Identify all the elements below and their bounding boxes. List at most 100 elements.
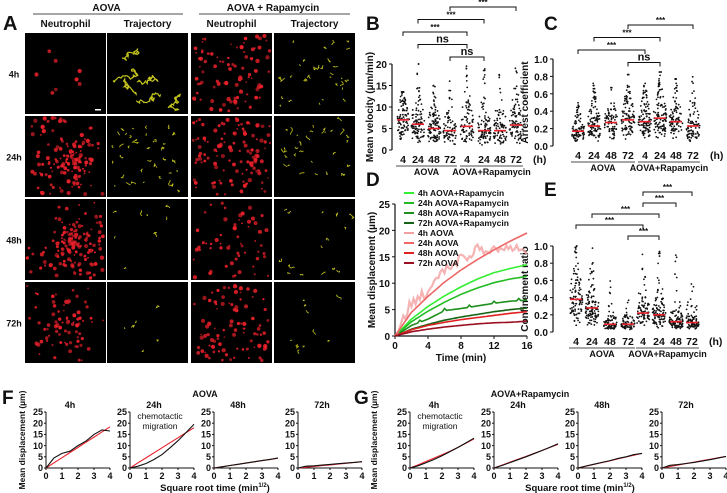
data-point bbox=[483, 132, 486, 134]
neutrophil-dot bbox=[58, 186, 62, 189]
neutrophil-dot bbox=[235, 169, 239, 174]
neutrophil-dot bbox=[44, 336, 49, 340]
neutrophil-dot bbox=[231, 274, 235, 278]
data-point bbox=[510, 109, 512, 112]
data-point bbox=[645, 89, 647, 92]
neutrophil-dot bbox=[247, 177, 252, 183]
data-point bbox=[587, 301, 590, 304]
data-point bbox=[680, 324, 683, 327]
data-point bbox=[645, 103, 648, 105]
data-point bbox=[630, 326, 633, 328]
data-point bbox=[689, 298, 692, 300]
data-point bbox=[465, 74, 468, 77]
y-tick-label: 0 bbox=[381, 146, 387, 157]
data-point bbox=[657, 104, 660, 107]
data-point bbox=[649, 122, 652, 125]
neutrophil-dot bbox=[93, 262, 98, 266]
subplot-title: 72h bbox=[314, 400, 330, 410]
neutrophil-dot bbox=[255, 256, 260, 261]
data-point bbox=[416, 135, 419, 138]
neutrophil-dot bbox=[39, 339, 44, 344]
neutrophil-dot bbox=[239, 242, 242, 245]
neutrophil-dot bbox=[264, 147, 267, 150]
neutrophil-dot bbox=[236, 128, 239, 130]
data-point bbox=[400, 132, 402, 135]
data-point bbox=[577, 136, 580, 138]
neutrophil-dot bbox=[210, 99, 215, 103]
data-point bbox=[572, 267, 575, 270]
data-point bbox=[671, 326, 674, 329]
data-point bbox=[655, 309, 657, 312]
data-point bbox=[401, 117, 403, 120]
trajectory-track bbox=[298, 64, 302, 67]
data-point bbox=[631, 113, 634, 116]
data-point bbox=[482, 136, 485, 139]
neutrophil-dot bbox=[34, 292, 37, 295]
neutrophil-dot bbox=[267, 177, 269, 179]
data-point bbox=[518, 133, 520, 136]
data-point bbox=[663, 317, 666, 320]
neutrophil-dot bbox=[73, 225, 77, 229]
data-point bbox=[451, 106, 453, 108]
data-point bbox=[597, 118, 600, 121]
data-point bbox=[598, 114, 601, 117]
significance-bracket bbox=[577, 49, 646, 54]
neutrophil-dot bbox=[79, 149, 82, 152]
significance-bracket bbox=[627, 24, 694, 29]
x-tick-label: 4 bbox=[191, 471, 196, 481]
neutrophil-dot bbox=[199, 335, 204, 340]
trajectory-track bbox=[167, 126, 171, 130]
neutrophil-dot bbox=[74, 77, 79, 82]
x-tick-label: 24 bbox=[654, 150, 666, 162]
data-point bbox=[447, 109, 450, 112]
data-point bbox=[623, 99, 626, 102]
data-point bbox=[694, 127, 697, 129]
unit-label: (h) bbox=[709, 336, 722, 348]
data-point bbox=[575, 317, 578, 319]
data-point bbox=[416, 87, 418, 90]
data-point bbox=[623, 95, 626, 98]
neutrophil-dot bbox=[236, 321, 241, 326]
y-tick-label: 0 bbox=[206, 463, 211, 473]
data-point bbox=[611, 125, 614, 128]
x-tick-label: 4 bbox=[400, 154, 406, 166]
neutrophil-dot bbox=[257, 171, 262, 176]
data-point bbox=[689, 122, 692, 125]
trajectory-track bbox=[122, 76, 138, 96]
data-point bbox=[482, 120, 485, 123]
data-point bbox=[614, 325, 617, 328]
data-point bbox=[663, 105, 666, 108]
significance-label: *** bbox=[607, 41, 617, 50]
data-point bbox=[589, 126, 592, 129]
trajectory-track bbox=[168, 124, 170, 127]
data-point bbox=[592, 317, 595, 320]
neutrophil-dot bbox=[44, 246, 48, 250]
data-point bbox=[572, 288, 574, 291]
neutrophil-dot bbox=[67, 330, 71, 335]
data-point bbox=[427, 135, 430, 138]
neutrophil-dot bbox=[201, 241, 205, 245]
neutrophil-dot bbox=[228, 302, 231, 305]
significance-label: *** bbox=[430, 23, 440, 32]
neutrophil-dot bbox=[65, 142, 69, 146]
neutrophil-dot bbox=[51, 312, 56, 317]
data-point bbox=[627, 321, 630, 324]
data-point bbox=[629, 128, 632, 131]
data-point bbox=[584, 316, 587, 319]
data-point bbox=[484, 97, 486, 100]
data-point bbox=[469, 104, 472, 106]
data-point bbox=[644, 296, 647, 298]
data-point bbox=[688, 315, 691, 318]
data-point bbox=[612, 314, 614, 317]
data-point bbox=[495, 127, 498, 130]
data-point bbox=[596, 108, 598, 111]
data-point bbox=[590, 132, 593, 135]
data-point bbox=[482, 105, 484, 108]
neutrophil-dot bbox=[87, 248, 91, 252]
data-point bbox=[690, 132, 693, 135]
data-point bbox=[661, 106, 664, 108]
x-axis-label-superscript: 1/2 bbox=[623, 483, 632, 489]
data-point bbox=[485, 132, 488, 134]
neutrophil-dot bbox=[234, 257, 238, 261]
